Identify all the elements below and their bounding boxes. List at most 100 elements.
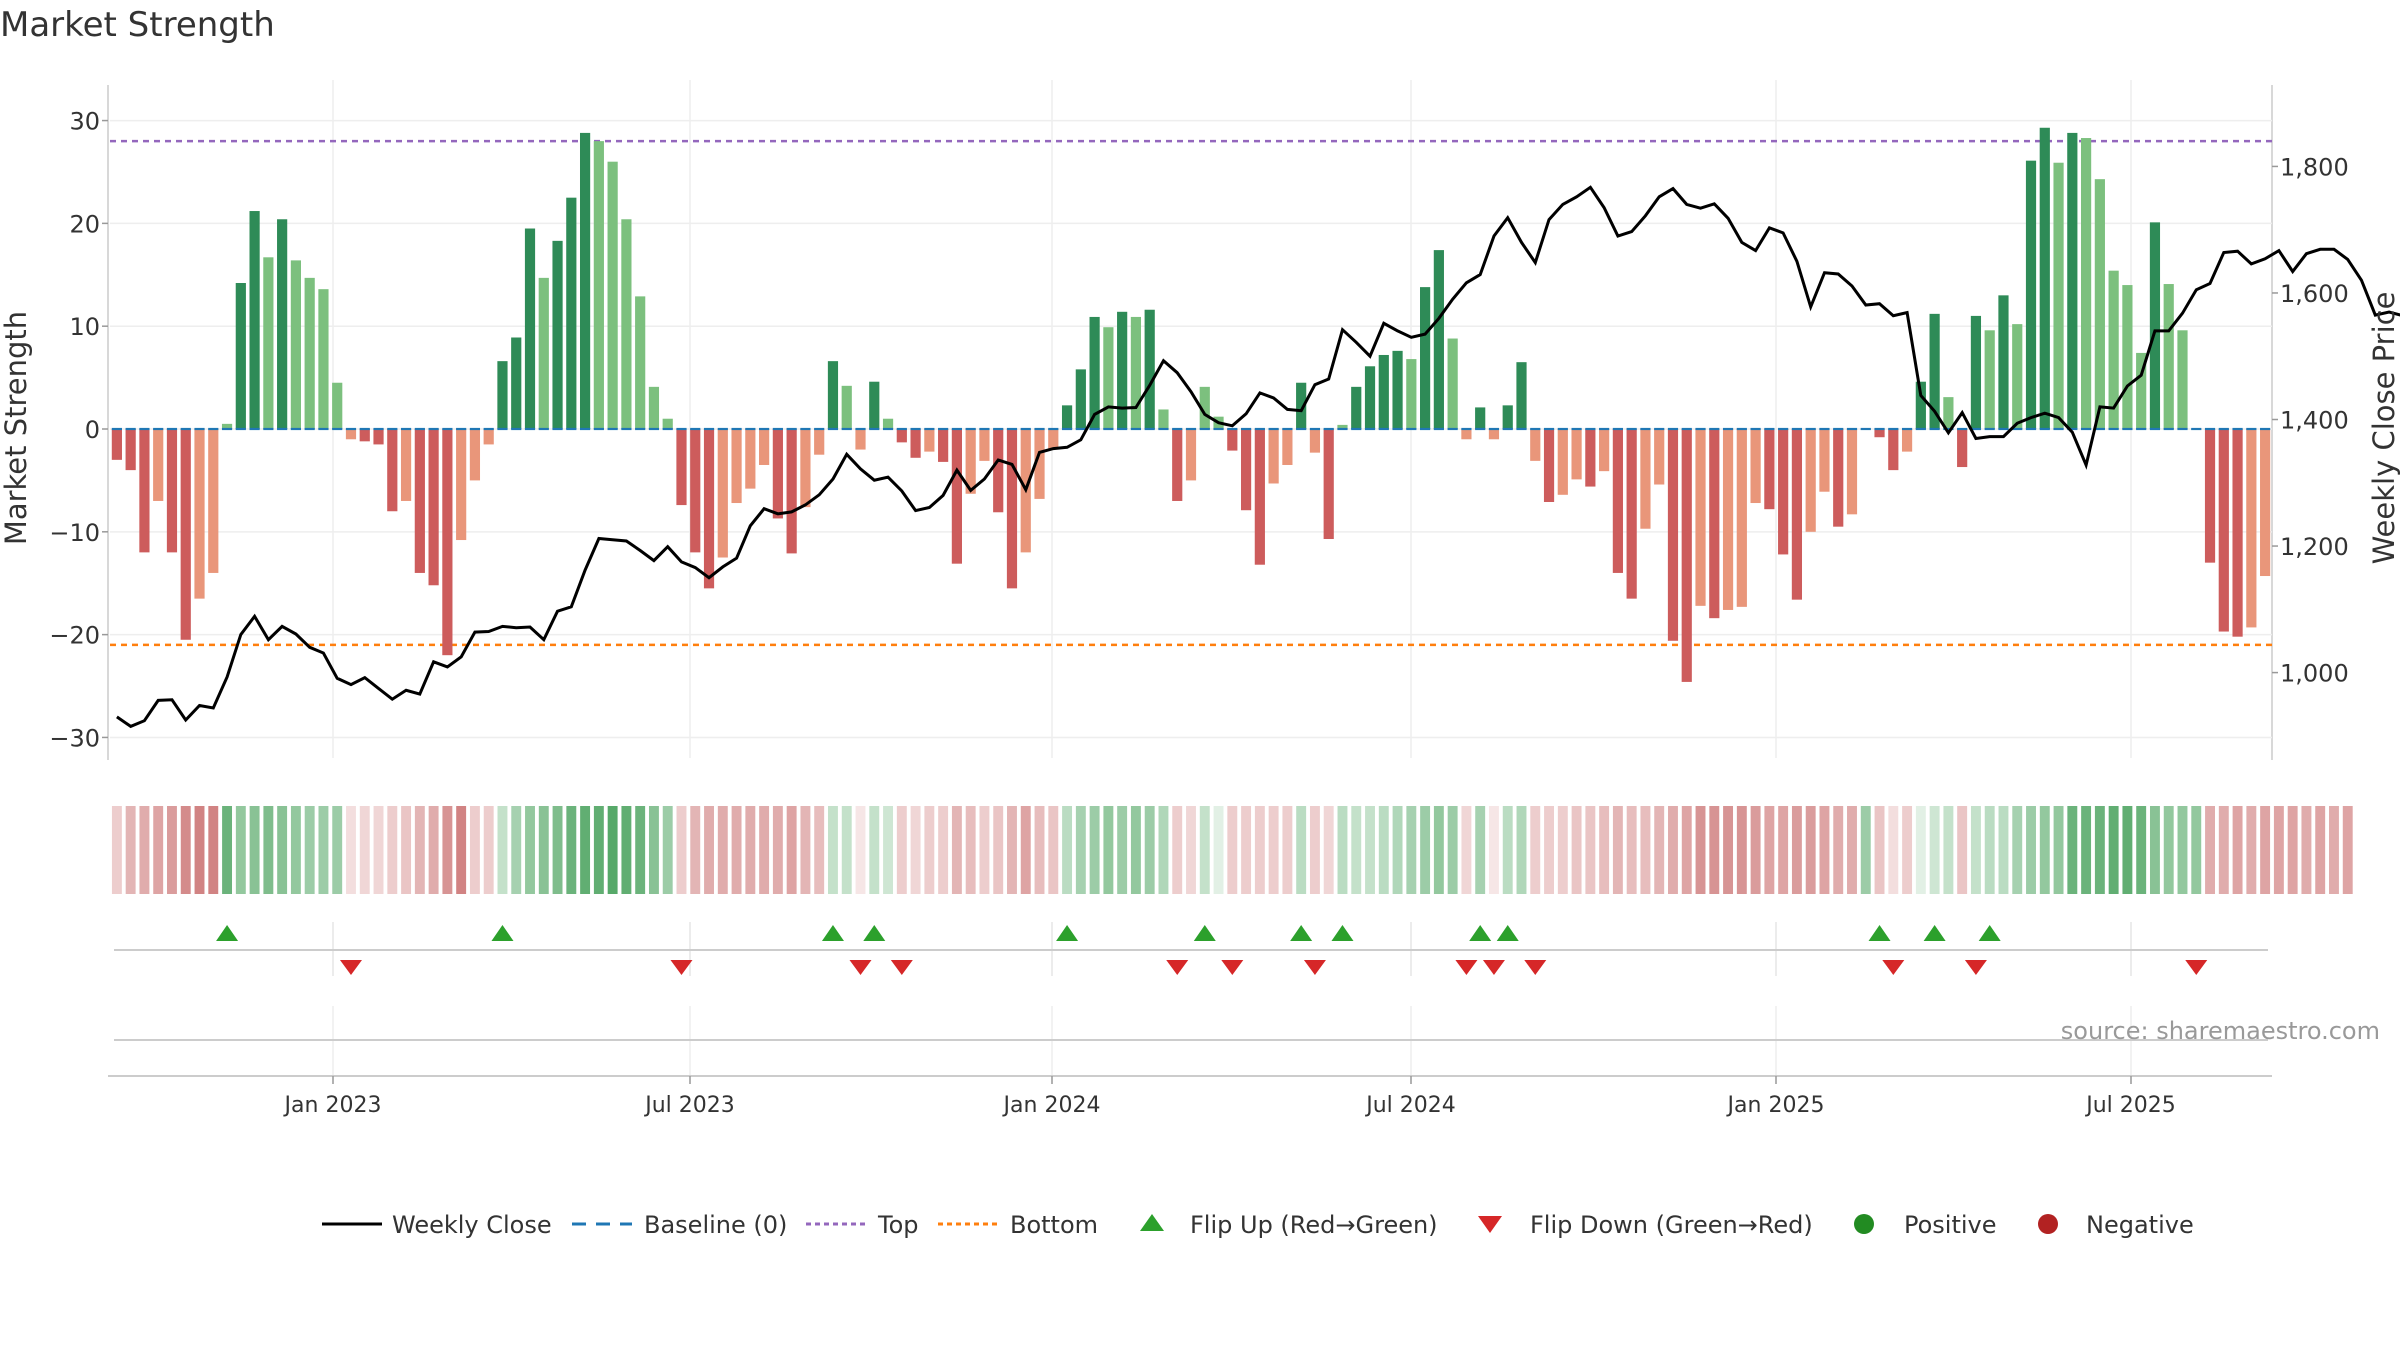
heat-cell [1502,806,1513,894]
heat-cell [2163,806,2174,894]
strength-bar [1626,429,1637,599]
strength-bar [469,429,481,481]
heat-cell [1268,806,1279,894]
strength-bar [277,219,288,429]
heat-cell [828,806,838,894]
heat-cell [1309,806,1320,894]
heat-cell [951,806,962,894]
strength-bar [1957,429,1968,468]
strength-bar [166,429,178,553]
strength-bar [1640,429,1651,529]
flip-up-marker [1193,925,1216,941]
y2-tick-label: 1,000 [2280,660,2349,688]
strength-bar [814,429,825,455]
y-tick-label: 0 [85,416,100,444]
heat-cell [1626,806,1637,894]
strength-bar [1530,429,1541,461]
flip-up-marker [1056,925,1079,941]
strength-bar [2053,162,2064,429]
y-axis-label: Market Strength [0,311,33,545]
strength-bar [1764,429,1775,510]
strength-bar [345,429,357,440]
x-tick-label: Jul 2023 [643,1093,735,1118]
legend-dot-icon [2038,1214,2058,1234]
y-axis-ticks: 30 20 10 0 −10 −20 −30 [49,108,108,752]
heat-cell [346,806,356,894]
strength-bar [1722,429,1734,610]
heat-cell [772,806,783,894]
strength-bar [1447,338,1458,429]
strength-bar [2204,429,2216,563]
strength-bar [2149,222,2161,429]
strength-bar [208,429,219,573]
strength-bar [841,385,852,429]
heat-cell [648,806,659,894]
y-tick-label: −10 [49,519,100,547]
strength-bar [1984,330,1995,429]
heat-cell [786,806,797,894]
heat-cell [552,806,563,894]
heat-cell [841,806,852,894]
heat-cell [1282,806,1293,894]
heat-cell [1144,806,1155,894]
strength-bar [1309,429,1321,453]
strength-bar [1089,316,1100,429]
heat-cell [1420,806,1431,894]
heat-cell [1337,806,1348,894]
strength-bar [139,429,150,553]
heat-cell [621,806,632,894]
strength-bar [2067,132,2078,429]
heat-cell [2136,806,2147,894]
y-tick-label: −30 [49,724,100,752]
heat-cell [1874,806,1885,894]
heat-cell [1668,806,1678,894]
strength-bar [1240,429,1252,511]
y-tick-label: 10 [69,313,100,341]
strength-bar [1488,429,1500,440]
x-tick-label: Jan 2025 [1726,1093,1825,1118]
heat-cell [1447,806,1458,894]
strength-bar [1364,366,1376,429]
heat-cell [1860,806,1871,894]
legend-flip-down-icon [1478,1216,1502,1233]
heat-cell [290,806,301,894]
legend-dot-icon [1854,1214,1874,1234]
heat-cell [1117,806,1128,894]
strength-bar [745,429,756,489]
flip-down-marker [1166,960,1189,975]
heat-cell [538,806,549,894]
heat-cell [759,806,770,894]
legend-label: Baseline (0) [644,1211,787,1239]
strength-bar [1296,382,1307,429]
heat-cell [277,806,288,894]
strength-bar [1199,386,1210,429]
strength-bar [910,429,921,458]
y-tick-label: 20 [69,210,100,238]
heat-cell [1915,806,1926,894]
y-tick-label: 30 [69,108,100,136]
heat-cell [1227,806,1238,894]
y2-tick-label: 1,200 [2280,533,2349,561]
x-tick-label: Jan 2023 [283,1093,382,1118]
legend-flip-up-icon [1140,1214,1164,1231]
heat-cell [2232,806,2243,894]
heat-cell [2246,806,2257,894]
strength-bar [703,429,715,589]
strength-bar [1709,429,1720,619]
strength-bar [387,429,398,512]
heat-cell [1254,806,1265,894]
legend: Weekly Close Baseline (0) Top Bottom Flip Up… [322,1211,2194,1239]
heat-cell [2218,806,2229,894]
heat-cell [1544,806,1554,894]
heat-cell [1929,806,1940,894]
heat-cell [855,806,866,894]
flip-down-marker [1964,960,1987,975]
strength-bar [869,381,880,429]
heat-cell [1378,806,1389,894]
strength-bar [180,429,191,640]
strength-bar [2246,429,2257,628]
strength-bar [1998,295,2009,429]
strength-bar [1695,429,1706,606]
strength-bar [373,429,384,445]
strength-bar [979,429,990,461]
